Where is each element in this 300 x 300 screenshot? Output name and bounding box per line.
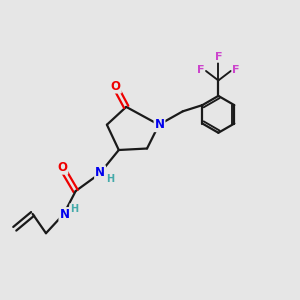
Text: O: O bbox=[57, 161, 67, 174]
Text: N: N bbox=[154, 118, 164, 131]
Text: F: F bbox=[232, 65, 240, 75]
Text: F: F bbox=[214, 52, 222, 62]
Text: N: N bbox=[59, 208, 69, 221]
Text: H: H bbox=[106, 174, 114, 184]
Text: F: F bbox=[197, 65, 204, 75]
Text: N: N bbox=[95, 166, 105, 179]
Text: O: O bbox=[111, 80, 121, 93]
Text: H: H bbox=[70, 204, 78, 214]
